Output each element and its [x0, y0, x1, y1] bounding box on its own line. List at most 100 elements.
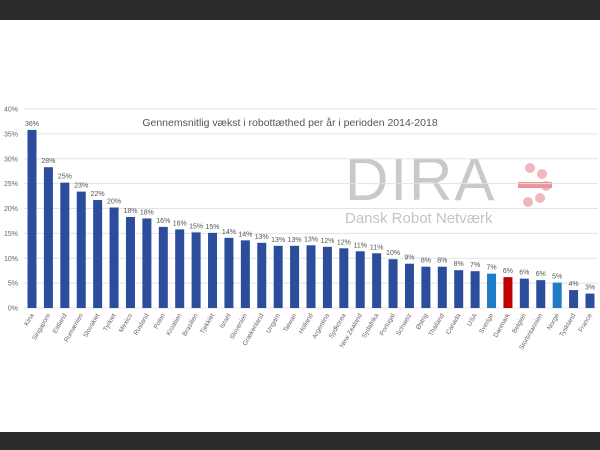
x-tick-label: Taiwan — [282, 312, 298, 333]
bar-grækenland — [257, 242, 267, 308]
data-label: 6% — [503, 268, 513, 275]
bar-argentina — [322, 246, 332, 308]
data-label: 14% — [238, 231, 252, 238]
bar-tyskland — [569, 290, 579, 308]
x-tick-label: Belgien — [511, 312, 528, 335]
bottom-letterbox — [0, 432, 600, 450]
y-tick-label: 30% — [4, 156, 18, 163]
data-label: 20% — [107, 199, 121, 206]
bar-israel — [224, 237, 234, 308]
bar-mexico — [125, 216, 135, 308]
data-label: 12% — [337, 239, 351, 246]
x-tick-label: Slovakiet — [82, 312, 101, 339]
y-tick-label: 40% — [4, 107, 18, 114]
x-tick-label: Rusland — [133, 312, 151, 336]
x-tick-label: Norge — [546, 312, 561, 331]
bar-singapore — [43, 167, 53, 308]
bar-brasilien — [191, 232, 201, 308]
bar-canada — [454, 270, 464, 308]
bar-schweiz — [404, 263, 414, 308]
bar-estland — [60, 182, 70, 308]
bar-rumænien — [76, 191, 86, 308]
data-label: 5% — [552, 274, 562, 281]
bar-france — [585, 293, 595, 308]
data-label: 15% — [206, 224, 220, 231]
data-label: 28% — [41, 158, 55, 165]
bar-kina — [27, 129, 37, 308]
watermark-subtitle: Dansk Robot Netværk — [345, 210, 493, 227]
bar-sydafrika — [372, 253, 382, 308]
data-label: 13% — [304, 236, 318, 243]
x-tick-label: Brasilien — [181, 312, 200, 337]
x-tick-label: Danmark — [492, 312, 512, 339]
bar-holland — [306, 245, 316, 308]
x-tick-label: Tyrkiet — [102, 312, 118, 332]
data-label: 10% — [386, 250, 400, 257]
bar-østrig — [421, 266, 431, 308]
data-label: 12% — [320, 238, 334, 245]
bar-slovenien — [240, 240, 250, 308]
data-label: 16% — [156, 218, 170, 225]
x-tick-label: Sverige — [478, 312, 495, 335]
data-label: 23% — [74, 183, 88, 190]
x-tick-label: Estland — [52, 312, 69, 335]
bar-slovakiet — [93, 200, 103, 308]
data-label: 9% — [404, 255, 414, 262]
chart-title: Gennemsnitlig vækst i robottæthed per år… — [142, 117, 437, 129]
x-tick-label: Mexico — [118, 312, 135, 334]
data-label: 6% — [536, 271, 546, 278]
x-tick-label: Holland — [298, 312, 315, 335]
data-label: 22% — [91, 191, 105, 198]
data-label: 18% — [140, 209, 154, 216]
y-tick-label: 25% — [4, 181, 18, 188]
top-letterbox — [0, 0, 600, 20]
data-label: 11% — [353, 242, 367, 249]
data-label: 13% — [271, 237, 285, 244]
data-label: 15% — [189, 223, 203, 230]
x-tick-label: Tyskland — [558, 312, 577, 338]
bar-polen — [158, 226, 168, 308]
bar-sydkorea — [339, 248, 349, 308]
data-label: 18% — [123, 208, 137, 215]
data-label: 25% — [58, 174, 72, 181]
y-tick-label: 15% — [4, 231, 18, 238]
data-label: 6% — [519, 270, 529, 277]
x-tick-label: USA — [466, 312, 479, 328]
bar-new-zealand — [355, 251, 365, 308]
x-tick-label: Israel — [219, 312, 233, 330]
data-label: 11% — [370, 244, 384, 251]
x-tick-label: Ungarn — [265, 312, 282, 334]
robot-hand-logo-icon — [518, 163, 552, 207]
data-label: 8% — [437, 258, 447, 265]
dira-watermark: DIRA Dansk Robot Netværk — [345, 150, 575, 230]
data-label: 3% — [585, 285, 595, 292]
x-tick-label: Schweiz — [395, 313, 413, 337]
y-tick-label: 0% — [8, 306, 18, 313]
data-label: 13% — [288, 237, 302, 244]
watermark-logo: DIRA — [345, 146, 497, 213]
data-label: 7% — [470, 262, 480, 269]
y-tick-label: 10% — [4, 256, 18, 263]
x-tick-label: France — [578, 312, 594, 333]
bar-sverige — [487, 273, 497, 308]
data-label: 7% — [486, 265, 496, 272]
data-label: 36% — [25, 121, 39, 128]
data-label: 16% — [173, 220, 187, 227]
bar-thailand — [437, 266, 447, 308]
y-tick-label: 35% — [4, 131, 18, 138]
y-tick-label: 20% — [4, 206, 18, 213]
bar-belgien — [519, 278, 529, 308]
x-tick-label: Kina — [23, 312, 36, 327]
bar-tjekkiet — [208, 232, 218, 308]
bar-portugal — [388, 259, 398, 308]
x-tick-label: Polen — [153, 312, 168, 330]
bar-tyrkiet — [109, 207, 119, 308]
x-tick-label: Tjekkiet — [199, 312, 216, 335]
x-tick-label: Østrig — [415, 312, 430, 331]
x-tick-label: Canada — [445, 312, 463, 336]
bar-danmark — [503, 277, 513, 308]
data-label: 8% — [454, 261, 464, 268]
bar-usa — [470, 271, 480, 308]
bar-norge — [552, 282, 562, 308]
